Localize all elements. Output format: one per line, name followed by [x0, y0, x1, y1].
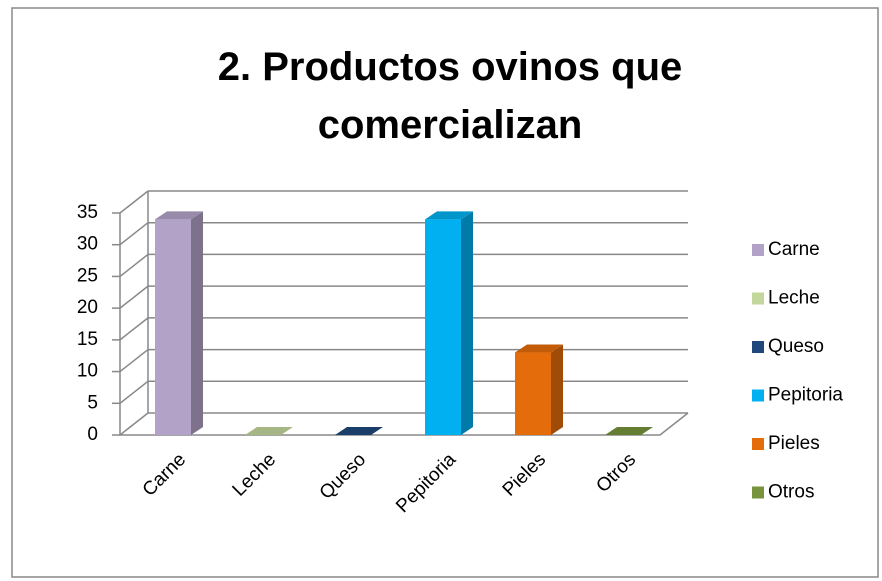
y-tick-label: 5 [87, 392, 98, 413]
grid-line-side [119, 348, 149, 373]
legend-swatch [752, 244, 764, 256]
legend-label: Pepitoria [768, 385, 843, 406]
bar-top [515, 344, 563, 353]
legend-swatch [752, 389, 764, 402]
bar-top [605, 427, 653, 435]
grid-line-side [119, 253, 149, 278]
bar [425, 219, 461, 435]
grid-line-side [119, 380, 149, 404]
legend-swatch [752, 341, 764, 353]
grid-line-side [119, 222, 149, 246]
legend-label: Queso [768, 336, 824, 357]
legend-swatch [752, 438, 764, 450]
y-tick-label: 35 [77, 202, 98, 223]
grid-line-side [119, 412, 149, 436]
bar-side [461, 211, 473, 435]
legend-swatch [752, 292, 764, 305]
bar [155, 219, 191, 435]
grid-line-side [119, 317, 149, 341]
bar-top [425, 211, 473, 220]
legend-label: Pieles [768, 433, 820, 454]
y-tick-label: 10 [77, 361, 98, 382]
bar-side [551, 344, 563, 435]
legend-swatch [752, 486, 764, 499]
chart-title: 2. Productos ovinos que comercializan [217, 45, 683, 147]
y-tick-label: 25 [77, 265, 98, 286]
left-wall-edge [119, 213, 689, 436]
grid-line-side [119, 285, 149, 309]
bar-top [335, 427, 383, 435]
legend-label: Carne [768, 239, 820, 260]
legend-label: Otros [768, 482, 814, 503]
y-tick-label: 0 [87, 424, 98, 445]
grid-line-side [119, 190, 149, 214]
bar-top [155, 211, 203, 220]
bar [515, 352, 551, 435]
y-tick-label: 15 [77, 329, 98, 350]
bar-side [191, 211, 203, 435]
y-tick-label: 20 [77, 297, 98, 318]
bar-top [245, 427, 293, 435]
y-tick-label: 30 [77, 234, 98, 255]
legend-label: Leche [768, 288, 820, 309]
